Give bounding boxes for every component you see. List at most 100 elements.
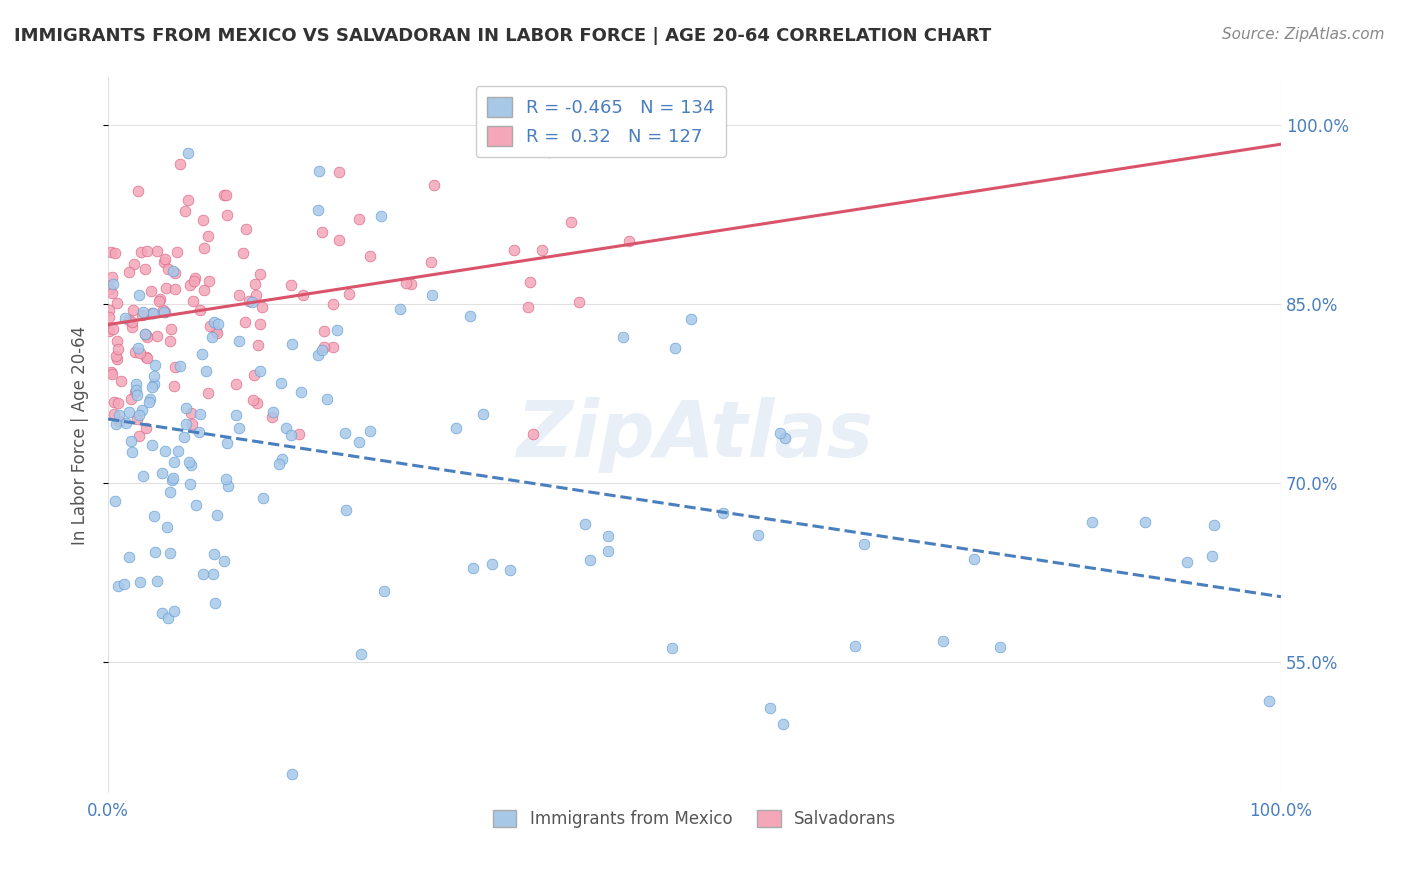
Point [243,277,266,292]
Point [153,305,176,319]
Point [98,302,121,317]
Point [270,452,292,467]
Point [153,443,176,458]
Point [121,315,143,329]
Point [107,342,129,356]
Point [174,204,197,219]
Point [122,303,145,318]
Point [135,328,157,343]
Point [176,193,198,207]
Point [217,479,239,493]
Point [134,261,156,276]
Point [249,364,271,378]
Point [166,244,188,259]
Point [152,302,174,317]
Point [114,417,136,431]
Point [228,288,250,302]
Point [103,395,125,409]
Point [124,385,146,400]
Point [596,529,619,543]
Point [107,396,129,410]
Point [311,225,333,239]
Point [98,324,121,338]
Point [159,322,181,336]
Point [128,408,150,422]
Point [347,211,370,226]
Point [163,359,186,374]
Point [214,188,236,202]
Point [134,326,156,341]
Point [149,293,172,307]
Point [198,319,221,334]
Point [129,574,152,589]
Point [107,414,129,428]
Point [308,164,330,178]
Point [307,348,329,362]
Point [290,384,312,399]
Point [127,184,149,198]
Y-axis label: In Labor Force | Age 20-64: In Labor Force | Age 20-64 [72,326,89,545]
Point [155,305,177,319]
Text: IMMIGRANTS FROM MEXICO VS SALVADORAN IN LABOR FORCE | AGE 20-64 CORRELATION CHAR: IMMIGRANTS FROM MEXICO VS SALVADORAN IN … [14,27,991,45]
Point [664,341,686,355]
Point [249,317,271,331]
Point [844,640,866,654]
Point [197,385,219,400]
Point [444,421,467,435]
Point [291,287,314,301]
Point [156,520,179,534]
Point [471,407,494,421]
Point [270,376,292,390]
Point [267,458,290,472]
Point [481,557,503,571]
Point [139,284,162,298]
Point [152,255,174,269]
Point [238,293,260,308]
Point [159,334,181,349]
Point [107,579,129,593]
Point [131,402,153,417]
Point [98,310,121,324]
Point [852,537,875,551]
Point [118,405,141,419]
Point [128,288,150,302]
Point [232,245,254,260]
Point [104,494,127,508]
Point [127,341,149,355]
Point [101,277,124,291]
Point [245,396,267,410]
Point [191,347,214,361]
Point [194,364,217,378]
Point [359,249,381,263]
Point [661,641,683,656]
Point [747,527,769,541]
Text: Source: ZipAtlas.com: Source: ZipAtlas.com [1222,27,1385,42]
Point [193,213,215,227]
Point [1175,555,1198,569]
Point [201,330,224,344]
Point [359,424,381,438]
Point [399,277,422,292]
Point [288,427,311,442]
Point [183,294,205,309]
Point [1201,549,1223,563]
Point [101,286,124,301]
Point [141,438,163,452]
Point [193,283,215,297]
Point [169,359,191,374]
Point [124,344,146,359]
Point [135,421,157,435]
Point [202,548,225,562]
Point [519,275,541,289]
Point [932,634,955,648]
Point [145,358,167,372]
Point [118,265,141,279]
Point [773,431,796,445]
Point [125,388,148,402]
Point [177,145,200,160]
Point [461,561,484,575]
Point [1080,515,1102,529]
Point [131,305,153,319]
Point [155,281,177,295]
Point [135,350,157,364]
